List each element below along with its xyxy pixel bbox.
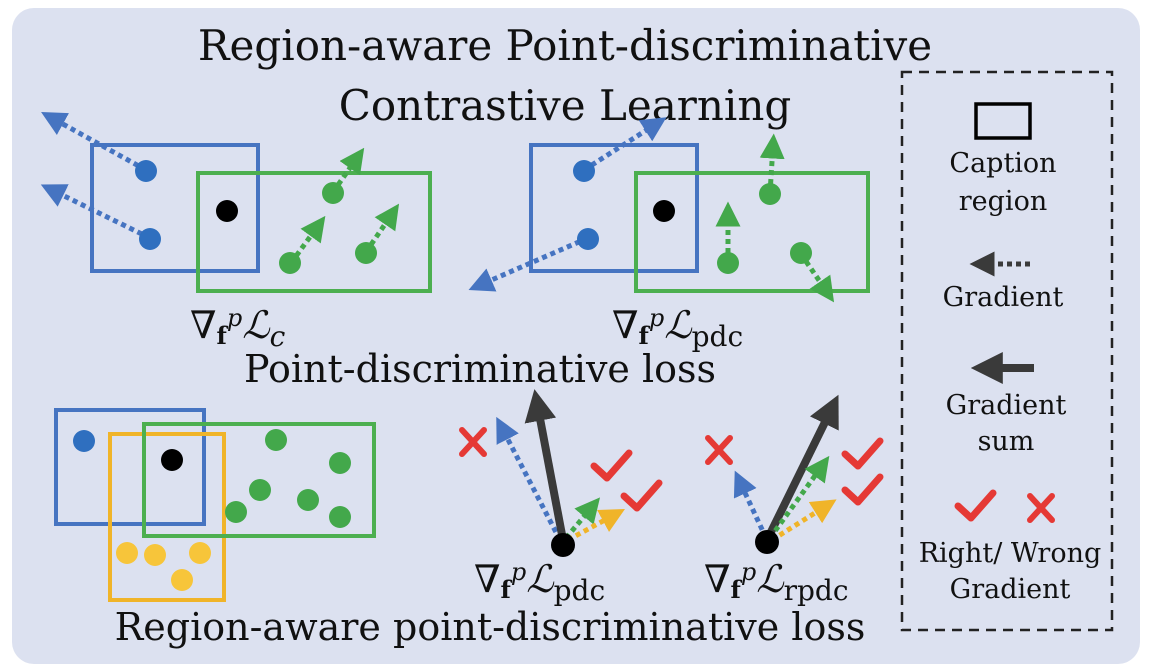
formula-lpdc: ∇fpℒpdc [612,303,743,353]
yellow-point [189,542,211,564]
green-gradient-arrow [798,252,835,303]
section-label-region-aware: Region-aware point-discriminative loss [115,605,866,649]
blue-point [135,160,157,182]
top-right-panel: ∇fpℒpdc [468,117,870,353]
check-icon [620,479,663,512]
green-gradient-arrow [288,215,326,265]
green-point [329,506,351,528]
cross-icon [1027,493,1055,523]
yellow-gradient-arrow [770,499,837,543]
green-gradient-arrow [767,455,830,540]
green-point [322,182,344,204]
bottom-middle-panel: ∇fpℒpdc [459,389,663,607]
gradient-sum-arrow [524,389,567,541]
green-point [279,252,301,274]
green-point [717,252,739,274]
blue-gradient-arrow [468,235,589,292]
check-icon [954,489,997,522]
blue-point [73,430,95,452]
legend-right-wrong-line-1: Right/ Wrong [919,538,1102,569]
green-caption-box [196,171,432,293]
yellow-point [144,544,166,566]
legend-right-wrong-line-2: Gradient [950,574,1071,605]
bottom-left-panel [54,408,376,602]
title-line-1: Region-aware Point-discriminative [198,21,932,70]
formula-lrpdc: ∇fpℒrpdc [704,557,849,607]
green-gradient-arrow [564,497,601,540]
green-point [329,452,351,474]
anchor-point [216,200,238,222]
legend-border [900,70,1114,632]
green-point [249,479,271,501]
blue-point [577,228,599,250]
cross-icon [705,435,733,465]
green-point [790,242,812,264]
green-point [297,489,319,511]
anchor-point [161,449,183,471]
formula-lc: ∇fpℒc [190,303,286,353]
check-icon [590,449,633,482]
legend-caption-line-1: Caption [949,148,1056,179]
legend-caption-line-2: region [959,186,1047,217]
green-gradient-arrow [363,203,400,254]
legend-gradient-sum-line-1: Gradient [946,390,1067,421]
green-point [265,429,287,451]
yellow-point [171,569,193,591]
check-icon [841,437,884,470]
bottom-right-panel: ∇fpℒrpdc [704,394,884,607]
blue-gradient-arrow [733,470,769,540]
yellow-caption-box [108,432,226,602]
section-label-point-discriminative: Point-discriminative loss [244,347,716,391]
title-line-2: Contrastive Learning [339,81,792,130]
green-point [759,183,781,205]
legend-gradient: Gradient [943,282,1064,313]
blue-caption-box [54,408,206,526]
legend-gradient-sum-line-2: sum [978,426,1035,457]
anchor-point [551,533,575,557]
blue-gradient-arrow [496,416,563,542]
green-caption-box [634,171,870,293]
top-left-panel: ∇fpℒc [40,111,432,353]
formula-lpdc-bottom: ∇fpℒpdc [474,557,605,607]
blue-caption-box [529,143,699,273]
anchor-point [755,530,779,554]
blue-point [139,228,161,250]
legend: Caption region Gradient Gradient sum Rig… [900,70,1114,632]
green-point [355,242,377,264]
green-gradient-arrow [330,147,365,194]
green-point [225,501,247,523]
anchor-point [653,200,675,222]
check-icon [841,473,884,506]
yellow-point [116,542,138,564]
cross-icon [459,427,487,457]
green-gradient-arrow [759,133,785,194]
rectangle-icon [974,102,1032,140]
blue-gradient-arrow [40,184,152,241]
green-caption-box [142,422,376,538]
blue-point [573,160,595,182]
gradient-sum-arrow [764,394,839,540]
